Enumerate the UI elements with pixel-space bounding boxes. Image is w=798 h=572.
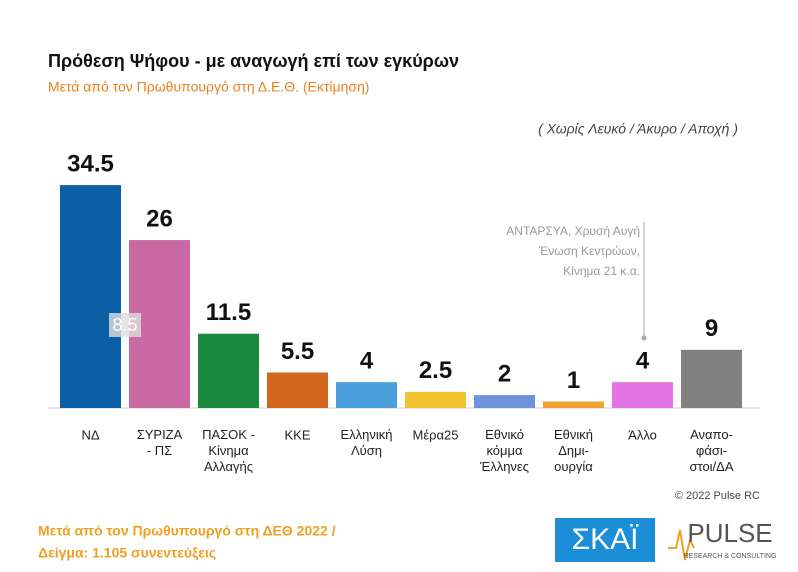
x-tick-label: ΠΑΣΟΚ -Κίνημα Αλλαγής	[202, 427, 255, 474]
pulse-logo-sub: RESEARCH & CONSULTING	[684, 553, 777, 560]
bar	[267, 372, 328, 408]
chart-subtitle: Μετά από τον Πρωθυπουργό στη Δ.Ε.Θ. (Εκτ…	[48, 79, 369, 95]
x-tick-label: Μέρα25	[413, 427, 459, 442]
footer-line: Δείγμα: 1.105 συνεντεύξεις	[38, 545, 216, 561]
chart-title: Πρόθεση Ψήφου - με αναγωγή επί των εγκύρ…	[48, 51, 459, 71]
skai-logo-text: ΣΚΑΪ	[572, 523, 640, 556]
x-tick-label: Άλλο	[628, 427, 657, 442]
x-tick-label: Εθνικό κόμμα Έλληνες	[479, 427, 529, 474]
bar	[405, 391, 466, 408]
bar	[612, 382, 673, 408]
annotation: ΑΝΤΑΡΣΥΑ, Χρυσή Αυγή Ένωση Κεντρώων, Κίνημ…	[506, 224, 640, 278]
x-tick-label: Αναπο-φάσι-στοι/ΔΑ	[689, 427, 733, 474]
copyright: © 2022 Pulse RC	[675, 490, 760, 502]
value-label: 2	[498, 360, 511, 387]
value-label: 11.5	[206, 299, 251, 326]
value-label: 1	[567, 367, 580, 394]
skai-logo	[555, 518, 655, 562]
value-label: 5.5	[281, 338, 314, 365]
bar	[60, 185, 121, 408]
value-label: 4	[636, 348, 650, 375]
pulse-logo-mark	[668, 529, 695, 561]
bar	[543, 401, 604, 408]
bar	[681, 349, 742, 408]
annotation-box	[109, 313, 141, 337]
value-label: 9	[705, 315, 718, 342]
x-tick-label: ΝΔ	[81, 427, 99, 442]
annotation: 8.5	[112, 315, 137, 335]
bar	[474, 395, 535, 408]
note: ( Χωρίς Λευκό / Άκυρο / Αποχή )	[538, 121, 738, 137]
footer-line: Μετά από τον Πρωθυπουργό στη ΔΕΘ 2022 /	[38, 523, 336, 539]
x-tick-label: ΣΥΡΙΖΑ - ΠΣ	[137, 427, 183, 458]
value-label: 34.5	[67, 150, 114, 177]
bar	[198, 333, 259, 408]
pulse-logo-text: PULSE	[687, 518, 772, 548]
x-tick-label: Ελληνική Λύση	[340, 427, 392, 458]
value-label: 26	[146, 205, 173, 232]
x-tick-label: Εθνική Δημι-ουργία	[554, 427, 593, 474]
value-label: 4	[360, 348, 374, 375]
x-tick-label: ΚΚΕ	[284, 427, 310, 442]
leader-dot	[641, 335, 647, 341]
value-label: 2.5	[419, 357, 452, 384]
bar	[336, 382, 397, 408]
